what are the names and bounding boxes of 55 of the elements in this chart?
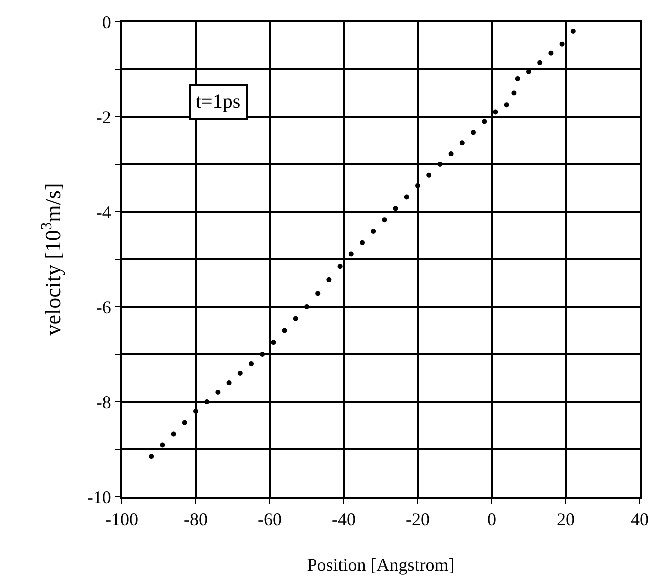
annotation: t=1ps [196, 91, 241, 113]
point [194, 409, 198, 414]
point [482, 119, 488, 124]
y-tick-label: -8 [96, 392, 112, 412]
point [538, 60, 543, 66]
y-tick-label: -2 [96, 107, 112, 128]
point [182, 420, 188, 426]
point [560, 42, 565, 47]
point [149, 454, 154, 460]
point [504, 102, 510, 108]
point [471, 130, 476, 136]
point [238, 371, 243, 376]
point [360, 240, 365, 246]
point [249, 362, 254, 366]
point [316, 291, 321, 296]
point [260, 352, 266, 357]
point [493, 110, 498, 115]
x-tick-label: 0 [488, 510, 496, 530]
x-tick-label: -60 [258, 510, 282, 530]
x-tick-label: 20 [557, 510, 575, 530]
point [426, 172, 432, 178]
point [216, 390, 221, 395]
y-tick-label: -10 [87, 487, 112, 508]
point [548, 50, 554, 56]
y-tick-label: 0 [102, 12, 112, 32]
point [304, 304, 310, 310]
point [326, 277, 332, 282]
x-tick-label: -100 [106, 510, 138, 530]
point [226, 380, 232, 386]
point [438, 162, 443, 167]
x-tick-label: 40 [631, 510, 649, 530]
point [416, 183, 420, 188]
x-axis-title: Position [Angstrom] [307, 555, 455, 576]
point [382, 218, 388, 223]
x-tick-label: -20 [406, 510, 430, 530]
point [171, 432, 176, 437]
point [338, 264, 343, 270]
point [348, 252, 354, 257]
point [404, 194, 410, 200]
point [204, 400, 210, 404]
point [460, 140, 465, 146]
point [293, 316, 298, 322]
point [512, 90, 517, 96]
x-tick-label: -40 [332, 510, 356, 530]
x-tick-label: -80 [184, 510, 208, 530]
point [448, 152, 454, 157]
point [515, 76, 520, 82]
point [371, 228, 376, 234]
point [160, 442, 166, 448]
point [393, 206, 398, 212]
y-tick-label: -6 [96, 297, 112, 318]
y-tick-label: -4 [96, 202, 112, 222]
point [271, 340, 276, 346]
point [282, 328, 288, 334]
point [570, 29, 576, 34]
